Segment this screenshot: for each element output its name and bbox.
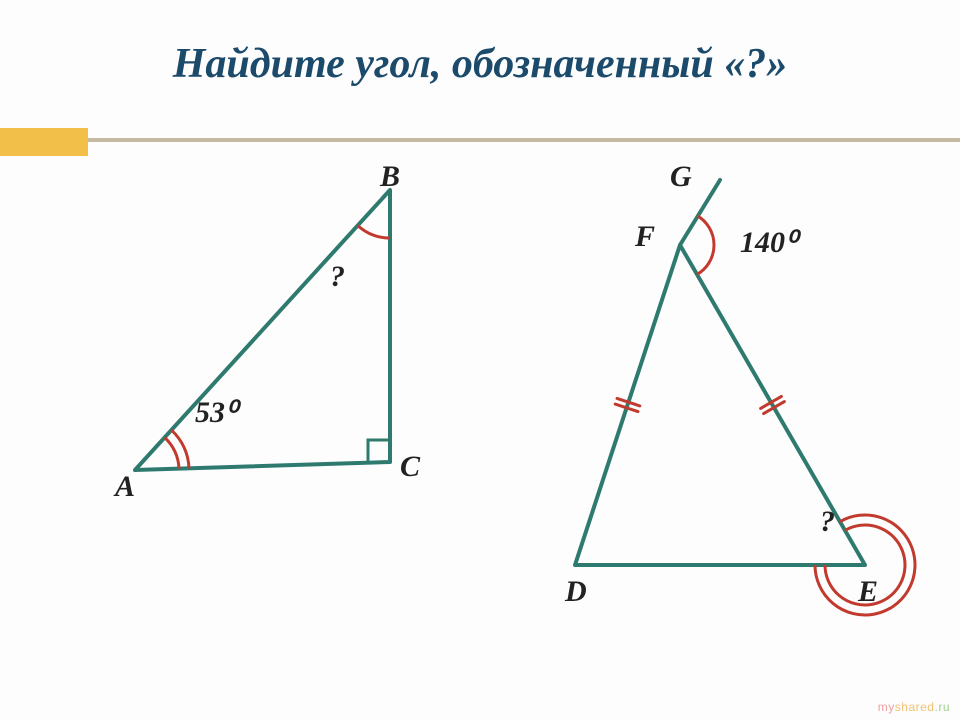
- vertex-label-G: G: [670, 160, 692, 194]
- angle-label-E: ?: [820, 505, 835, 539]
- vertex-label-E: E: [858, 575, 878, 609]
- triangle-abc: [135, 190, 390, 470]
- angle-label-F: 140⁰: [740, 225, 797, 260]
- angle-label-A: 53⁰: [195, 395, 237, 430]
- accent-bar: [0, 128, 88, 156]
- vertex-label-B: В: [380, 160, 400, 194]
- geometry-diagram: [0, 0, 960, 720]
- vertex-label-A: А: [115, 470, 135, 504]
- title-underline: [0, 138, 960, 142]
- vertex-label-D: D: [565, 575, 587, 609]
- vertex-label-C: С: [400, 450, 420, 484]
- vertex-label-F: F: [635, 220, 655, 254]
- angle-label-B: ?: [330, 260, 345, 294]
- watermark: myshared.ru: [878, 700, 950, 714]
